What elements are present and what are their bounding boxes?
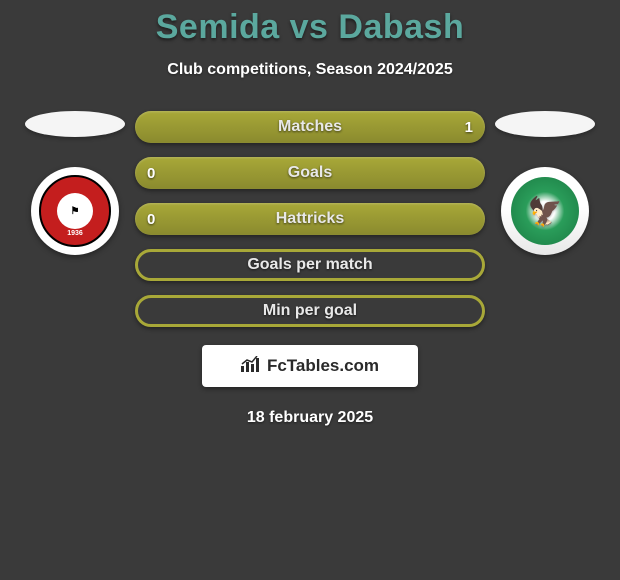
team-right-badge: 🦅 xyxy=(501,167,589,255)
page-title: Semida vs Dabash xyxy=(0,8,620,47)
team-right-badge-inner: 🦅 xyxy=(511,177,579,245)
main-row: ⚑ 1936 Matches 1 0 Goals 0 Hattricks xyxy=(0,111,620,327)
stat-left-value: 0 xyxy=(147,165,155,182)
left-column: ⚑ 1936 xyxy=(15,111,135,255)
stat-row-hattricks: 0 Hattricks xyxy=(135,203,485,235)
eagle-icon: 🦅 xyxy=(528,195,563,228)
stat-label: Min per goal xyxy=(263,302,357,320)
team-left-badge-inner: ⚑ 1936 xyxy=(39,175,111,247)
stat-left-value: 0 xyxy=(147,211,155,228)
chart-icon xyxy=(241,356,261,377)
footer-date: 18 february 2025 xyxy=(0,409,620,427)
stat-label: Matches xyxy=(278,118,342,136)
left-ellipse xyxy=(25,111,125,137)
stat-row-min-per-goal: Min per goal xyxy=(135,295,485,327)
brand-text: FcTables.com xyxy=(267,356,379,376)
page-subtitle: Club competitions, Season 2024/2025 xyxy=(0,61,620,79)
stat-label: Hattricks xyxy=(276,210,344,228)
right-ellipse xyxy=(495,111,595,137)
stat-label: Goals xyxy=(288,164,332,182)
team-left-badge-core: ⚑ xyxy=(57,193,93,229)
stat-label: Goals per match xyxy=(247,256,372,274)
right-column: 🦅 xyxy=(485,111,605,255)
page-container: Semida vs Dabash Club competitions, Seas… xyxy=(0,0,620,427)
stat-row-goals-per-match: Goals per match xyxy=(135,249,485,281)
stats-column: Matches 1 0 Goals 0 Hattricks Goals per … xyxy=(135,111,485,327)
brand-box[interactable]: FcTables.com xyxy=(202,345,418,387)
stat-right-value: 1 xyxy=(465,119,473,136)
stat-row-goals: 0 Goals xyxy=(135,157,485,189)
team-left-year: 1936 xyxy=(67,230,83,237)
team-left-badge: ⚑ 1936 xyxy=(31,167,119,255)
stat-row-matches: Matches 1 xyxy=(135,111,485,143)
